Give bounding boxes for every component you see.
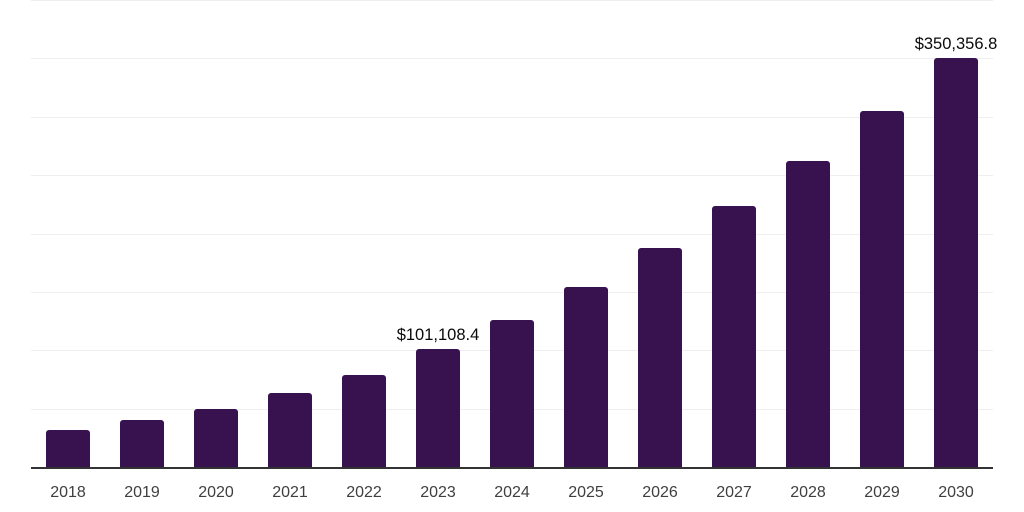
bar-2029: [860, 111, 904, 467]
gridline: [31, 116, 993, 118]
x-axis-label-2023: 2023: [420, 484, 456, 501]
x-axis-labels: 2018 2019 2020 2021 2022 2023 2024 2025 2026 2027…: [31, 471, 993, 502]
bar-slot-2020: [179, 0, 253, 467]
bar-2026: [638, 248, 682, 467]
bar-2019: [120, 420, 164, 467]
bar-slot-2023: $101,108.4: [397, 0, 479, 467]
bar-2022: [342, 374, 386, 467]
bar-slot-2024: [475, 0, 549, 467]
data-label-2023: $101,108.4: [396, 325, 480, 344]
bar-slot-2025: [549, 0, 623, 467]
gridline: [31, 291, 993, 293]
data-label-2030: $350,356.8: [914, 34, 998, 53]
x-axis-label-2020: 2020: [198, 484, 234, 501]
bar-2024: [490, 320, 534, 467]
x-axis-label-2028: 2028: [790, 484, 826, 501]
x-axis-label-2021: 2021: [272, 484, 308, 501]
bar-slot-2022: [327, 0, 401, 467]
bar-2027: [712, 206, 756, 467]
plot-area: $101,108.4 $350,356.8: [31, 0, 997, 469]
bar-2023: [416, 348, 460, 467]
gridline: [31, 175, 993, 177]
bar-2028: [786, 160, 830, 467]
x-axis-label-2024: 2024: [494, 484, 530, 501]
x-axis-label-2029: 2029: [864, 484, 900, 501]
bar-slot-2026: [623, 0, 697, 467]
x-axis-label-2026: 2026: [642, 484, 678, 501]
bar-2020: [194, 409, 238, 467]
x-axis-label-2019: 2019: [124, 484, 160, 501]
bar-slot-2028: [771, 0, 845, 467]
gridline: [31, 58, 993, 60]
x-axis-label-2018: 2018: [50, 484, 86, 501]
bar-slot-2027: [697, 0, 771, 467]
x-axis-label-2022: 2022: [346, 484, 382, 501]
bar-2025: [564, 286, 608, 467]
x-axis-label-2030: 2030: [938, 484, 974, 501]
bar-2021: [268, 393, 312, 467]
x-axis-label-2027: 2027: [716, 484, 752, 501]
bar-slot-2019: [105, 0, 179, 467]
bars-row: $101,108.4 $350,356.8: [31, 0, 997, 467]
x-axis-label-2025: 2025: [568, 484, 604, 501]
bar-2030: [934, 57, 978, 467]
gridline: [31, 233, 993, 235]
gridline: [31, 0, 993, 1]
bar-slot-2018: [31, 0, 105, 467]
bar-slot-2030: $350,356.8: [915, 0, 997, 467]
bar-2018: [46, 429, 90, 467]
bar-slot-2029: [845, 0, 919, 467]
bar-slot-2021: [253, 0, 327, 467]
